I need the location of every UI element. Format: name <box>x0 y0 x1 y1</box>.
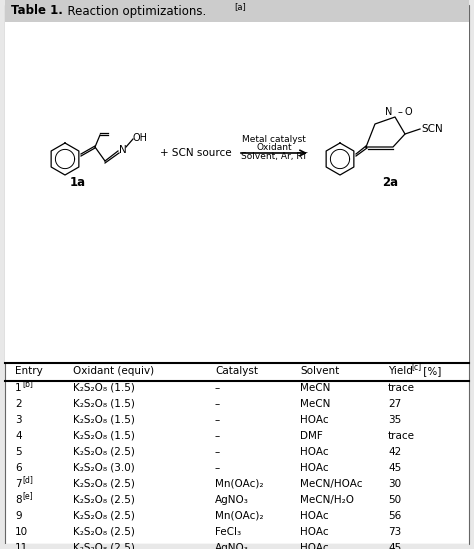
Text: 3: 3 <box>15 415 22 425</box>
Text: trace: trace <box>388 383 415 393</box>
Text: 45: 45 <box>388 463 401 473</box>
Text: 9: 9 <box>15 511 22 521</box>
Text: N: N <box>119 145 127 155</box>
Text: Catalyst: Catalyst <box>215 366 258 376</box>
Text: –: – <box>215 415 220 425</box>
Text: 73: 73 <box>388 527 401 537</box>
Text: K₂S₂O₈ (1.5): K₂S₂O₈ (1.5) <box>73 383 135 393</box>
Text: K₂S₂O₈ (2.5): K₂S₂O₈ (2.5) <box>73 479 135 489</box>
Text: Mn(OAc)₂: Mn(OAc)₂ <box>215 479 264 489</box>
Text: MeCN/H₂O: MeCN/H₂O <box>300 495 354 505</box>
Text: K₂S₂O₈ (1.5): K₂S₂O₈ (1.5) <box>73 431 135 441</box>
Text: [c]: [c] <box>411 362 421 372</box>
Text: 1: 1 <box>15 383 22 393</box>
Text: FeCl₃: FeCl₃ <box>215 527 241 537</box>
Text: 11: 11 <box>15 543 28 549</box>
Text: [d]: [d] <box>22 475 33 485</box>
Text: 45: 45 <box>388 543 401 549</box>
Text: [a]: [a] <box>234 3 246 12</box>
Text: MeCN/HOAc: MeCN/HOAc <box>300 479 363 489</box>
Text: 27: 27 <box>388 399 401 409</box>
Text: –: – <box>398 107 402 117</box>
Text: [b]: [b] <box>22 379 33 389</box>
Text: –: – <box>215 447 220 457</box>
Text: Table 1.: Table 1. <box>11 4 63 18</box>
Text: DMF: DMF <box>300 431 323 441</box>
Text: 50: 50 <box>388 495 401 505</box>
Text: K₂S₂O₈ (1.5): K₂S₂O₈ (1.5) <box>73 415 135 425</box>
Text: 5: 5 <box>15 447 22 457</box>
Text: + SCN source: + SCN source <box>160 148 232 158</box>
Bar <box>5 0 469 22</box>
Text: AgNO₃: AgNO₃ <box>215 495 249 505</box>
Text: K₂S₂O₈ (3.0): K₂S₂O₈ (3.0) <box>73 463 135 473</box>
Text: Reaction optimizations.: Reaction optimizations. <box>60 4 206 18</box>
Text: HOAc: HOAc <box>300 415 328 425</box>
Bar <box>5 22 469 363</box>
Text: –: – <box>215 399 220 409</box>
Text: HOAc: HOAc <box>300 543 328 549</box>
Text: –: – <box>215 383 220 393</box>
Text: K₂S₂O₈ (2.5): K₂S₂O₈ (2.5) <box>73 495 135 505</box>
Text: K₂S₂O₈ (2.5): K₂S₂O₈ (2.5) <box>73 527 135 537</box>
Text: OH: OH <box>133 133 148 143</box>
Text: Mn(OAc)₂: Mn(OAc)₂ <box>215 511 264 521</box>
Text: Metal catalyst: Metal catalyst <box>242 135 306 143</box>
Text: K₂S₂O₈ (2.5): K₂S₂O₈ (2.5) <box>73 543 135 549</box>
Text: trace: trace <box>388 431 415 441</box>
Text: N: N <box>385 107 392 117</box>
Text: Oxidant: Oxidant <box>256 143 292 152</box>
Text: [e]: [e] <box>22 491 33 501</box>
Bar <box>5 544 469 549</box>
Text: HOAc: HOAc <box>300 511 328 521</box>
Text: Oxidant (equiv): Oxidant (equiv) <box>73 366 154 376</box>
Text: HOAc: HOAc <box>300 463 328 473</box>
Text: 10: 10 <box>15 527 28 537</box>
Text: K₂S₂O₈ (2.5): K₂S₂O₈ (2.5) <box>73 511 135 521</box>
Text: 35: 35 <box>388 415 401 425</box>
Text: Solvent, Ar, RT: Solvent, Ar, RT <box>241 152 307 160</box>
Text: K₂S₂O₈ (1.5): K₂S₂O₈ (1.5) <box>73 399 135 409</box>
Text: SCN: SCN <box>421 124 443 134</box>
Text: Solvent: Solvent <box>300 366 339 376</box>
Text: Yield: Yield <box>388 366 413 376</box>
Text: –: – <box>215 463 220 473</box>
Text: 30: 30 <box>388 479 401 489</box>
Text: Entry: Entry <box>15 366 43 376</box>
Text: O: O <box>404 107 412 117</box>
Text: 2: 2 <box>15 399 22 409</box>
Text: –: – <box>215 431 220 441</box>
Text: MeCN: MeCN <box>300 383 330 393</box>
Text: 2a: 2a <box>382 176 398 188</box>
Text: 7: 7 <box>15 479 22 489</box>
Text: 1a: 1a <box>70 176 86 188</box>
Text: AgNO₃: AgNO₃ <box>215 543 249 549</box>
Text: 8: 8 <box>15 495 22 505</box>
Text: [%]: [%] <box>420 366 441 376</box>
Text: 6: 6 <box>15 463 22 473</box>
Text: HOAc: HOAc <box>300 527 328 537</box>
Text: 56: 56 <box>388 511 401 521</box>
Text: HOAc: HOAc <box>300 447 328 457</box>
Text: 4: 4 <box>15 431 22 441</box>
Text: K₂S₂O₈ (2.5): K₂S₂O₈ (2.5) <box>73 447 135 457</box>
Text: 42: 42 <box>388 447 401 457</box>
Text: MeCN: MeCN <box>300 399 330 409</box>
